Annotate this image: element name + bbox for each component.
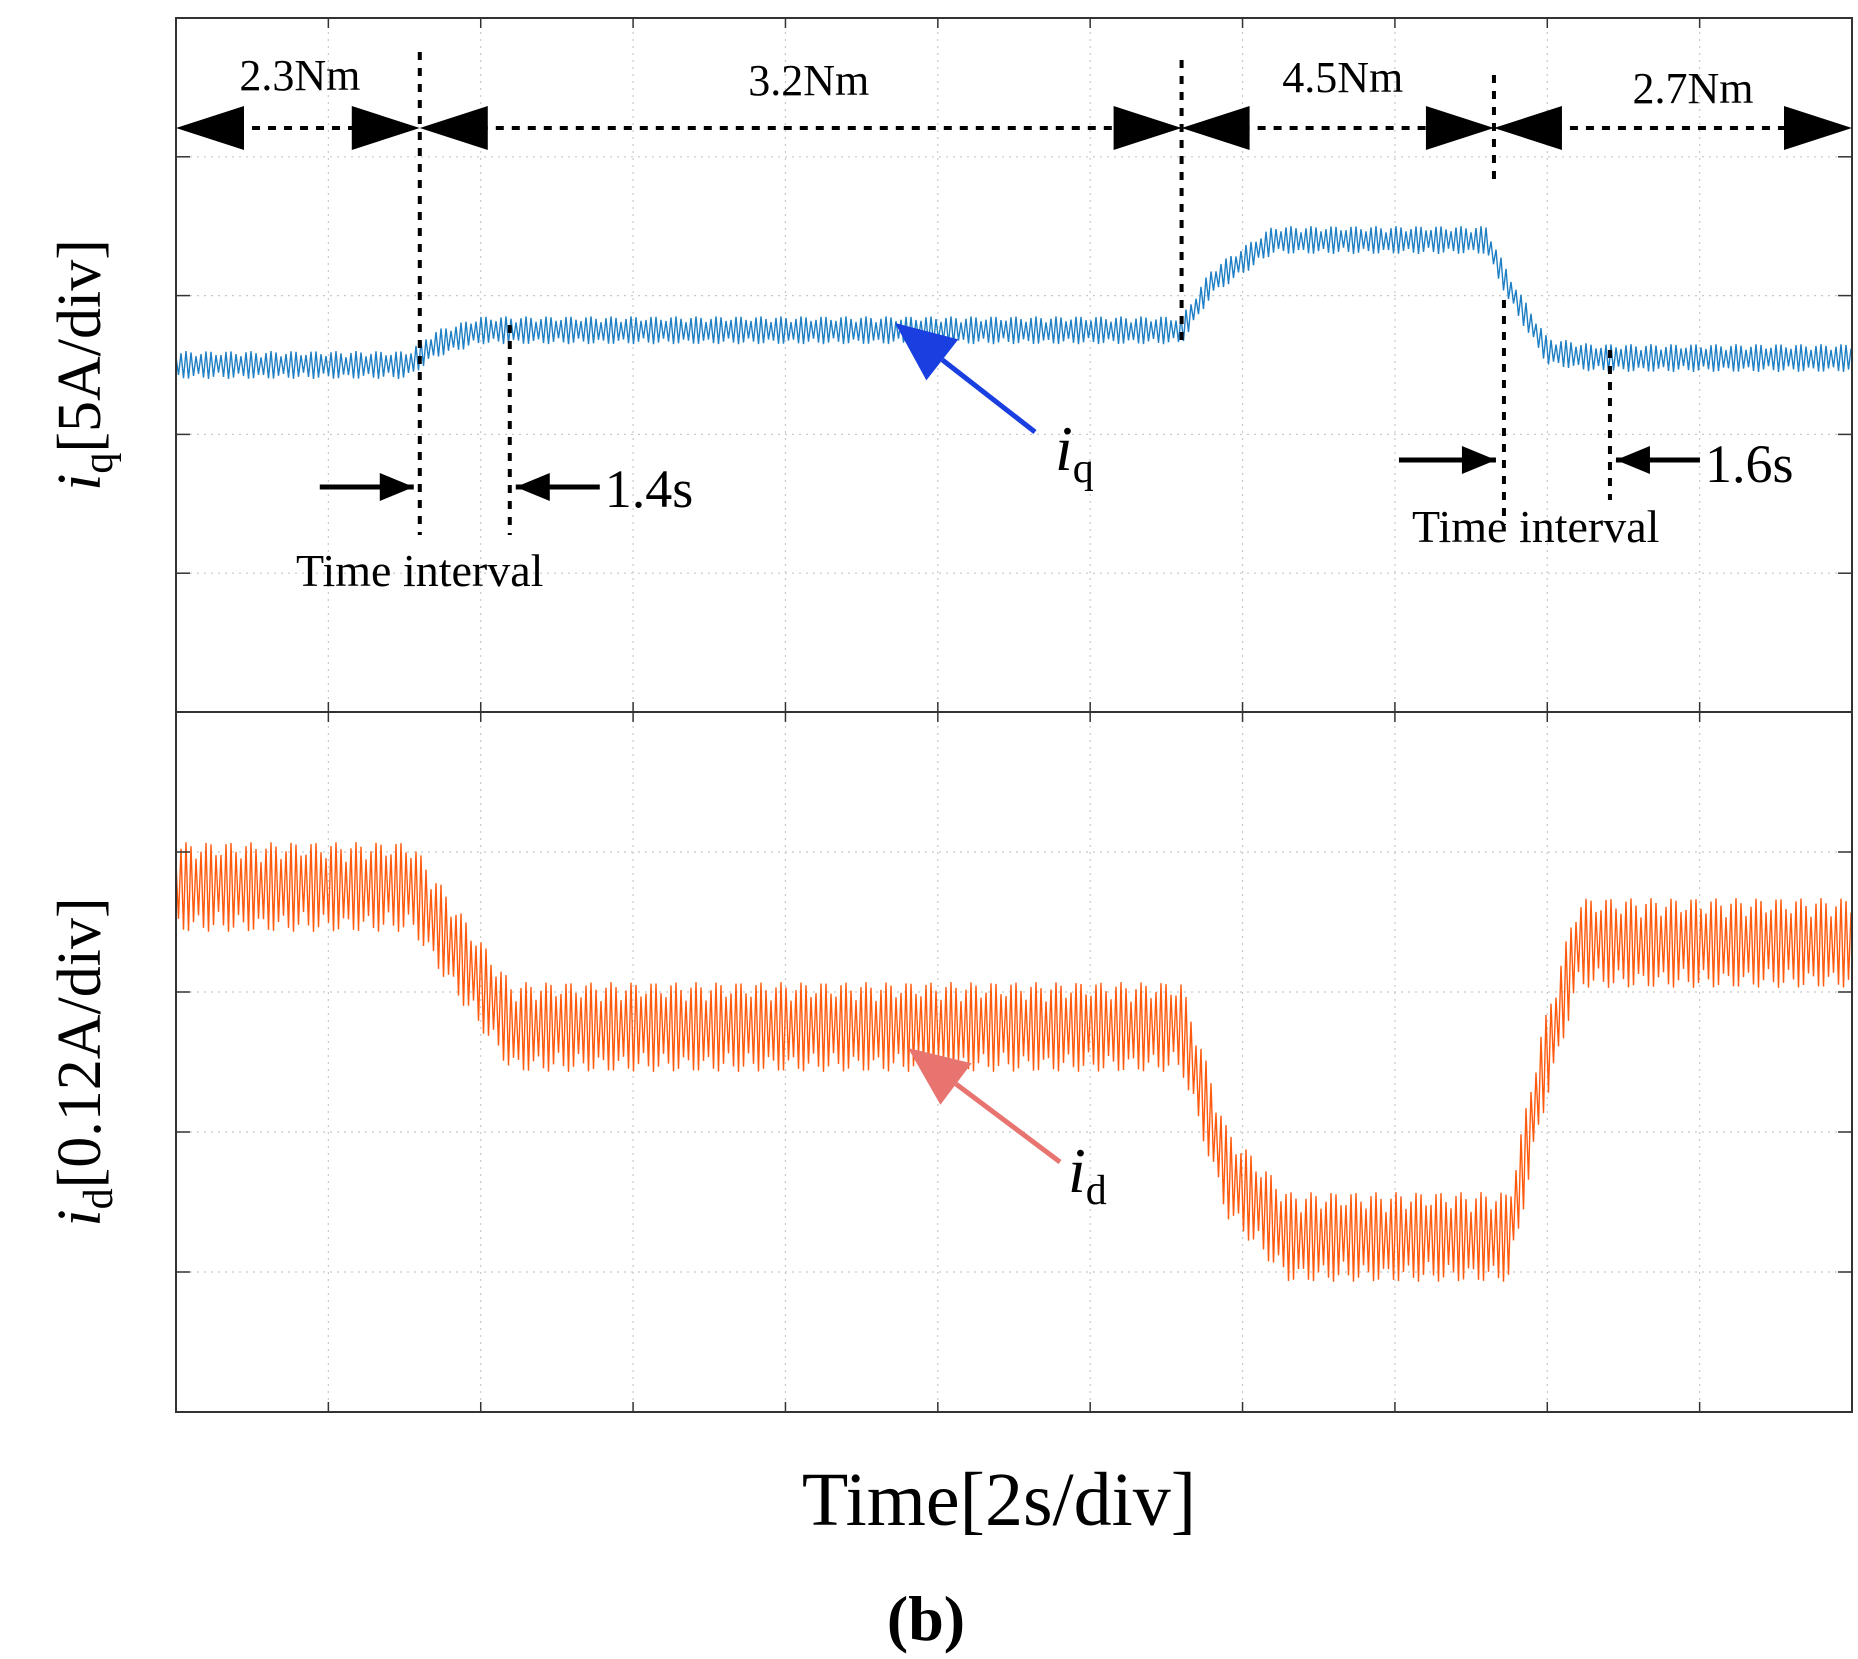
interval-1-duration: 1.4s bbox=[605, 459, 694, 519]
iq-trace bbox=[175, 226, 1852, 379]
arrowhead-right bbox=[1113, 106, 1182, 150]
arrowhead-right bbox=[1784, 106, 1852, 150]
torque-label: 2.3Nm bbox=[239, 51, 360, 100]
interval-arrowhead bbox=[1615, 446, 1650, 474]
step-markers bbox=[417, 52, 1612, 535]
torque-label: 4.5Nm bbox=[1282, 53, 1403, 102]
x-axis-label: Time[2s/div] bbox=[802, 1458, 1196, 1542]
arrowhead-left bbox=[1493, 106, 1562, 150]
arrowhead-right bbox=[351, 106, 420, 150]
interval-arrowhead bbox=[515, 473, 550, 501]
interval-arrowhead bbox=[379, 473, 414, 501]
iq-callout-arrow bbox=[940, 357, 1037, 434]
arrowhead-left bbox=[419, 106, 488, 150]
interval-arrowhead bbox=[1461, 446, 1496, 474]
interval-arrows bbox=[319, 446, 1700, 501]
interval-1-label: Time interval bbox=[296, 545, 543, 596]
axis-ticks bbox=[176, 18, 1852, 1412]
arrowhead-left bbox=[176, 106, 244, 150]
torque-range-arrows bbox=[176, 106, 1852, 150]
grid bbox=[176, 18, 1852, 1412]
torque-label: 3.2Nm bbox=[748, 56, 869, 105]
id-trace bbox=[175, 842, 1852, 1282]
id-panel-frame bbox=[175, 711, 1853, 1413]
iq-y-axis-label: iq[5A/div] bbox=[46, 239, 122, 491]
id-callout-arrow bbox=[954, 1082, 1062, 1164]
iq-panel-frame bbox=[175, 17, 1853, 713]
interval-2-label: Time interval bbox=[1412, 501, 1659, 552]
iq-callout-arrowhead bbox=[895, 323, 959, 381]
arrowhead-left bbox=[1181, 106, 1250, 150]
interval-2-duration: 1.6s bbox=[1705, 434, 1794, 494]
arrowhead-right bbox=[1425, 106, 1494, 150]
id-series-label: id bbox=[1068, 1135, 1107, 1214]
id-callout-arrowhead bbox=[908, 1048, 972, 1105]
iq-series-label: iq bbox=[1055, 413, 1094, 492]
id-y-axis-label: id[0.12A/div] bbox=[46, 897, 122, 1226]
torque-label: 2.7Nm bbox=[1632, 64, 1753, 113]
figure-label: (b) bbox=[887, 1583, 965, 1654]
